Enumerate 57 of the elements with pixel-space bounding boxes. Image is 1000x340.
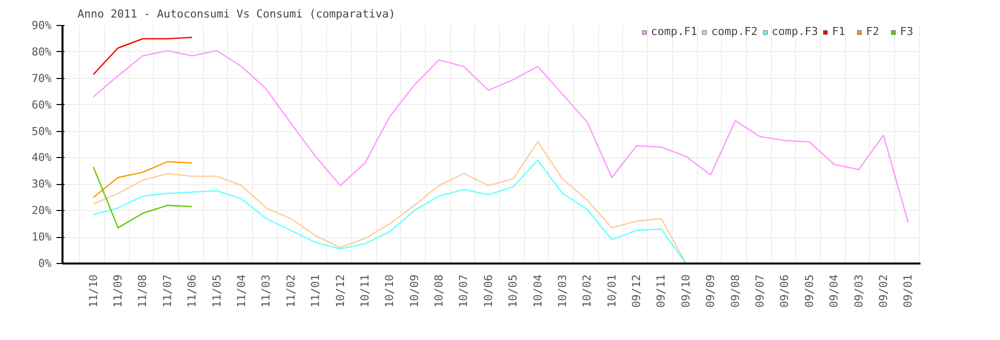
chart-title: Anno 2011 - Autoconsumi Vs Consumi (comparativa) [78, 8, 396, 20]
legend-label: F1 [832, 25, 846, 38]
y-tick-label: 20% [32, 204, 52, 218]
x-tick-label: 10/09 [408, 274, 421, 308]
x-tick-label: 11/05 [210, 274, 224, 308]
x-tick-label: 09/01 [902, 274, 915, 308]
x-tick-label: 11/06 [186, 274, 199, 308]
line-series [92, 36, 193, 76]
x-tick-label: 10/03 [556, 274, 569, 308]
x-tick-label: 10/07 [457, 274, 470, 308]
x-tick-label: 10/06 [482, 274, 495, 308]
x-tick-label: 09/05 [802, 274, 816, 308]
y-tick-label: 60% [32, 98, 52, 112]
y-tick-label: 30% [32, 178, 52, 191]
legend-label: F3 [900, 25, 914, 38]
y-tick-label: 50% [32, 124, 52, 138]
x-tick-label: 11/01 [309, 274, 322, 308]
x-tick-label: 10/11 [358, 274, 372, 308]
x-tick-label: 11/02 [284, 274, 298, 308]
x-tick-label: 11/03 [260, 274, 273, 308]
x-tick-label: 10/02 [580, 274, 594, 308]
x-tick-label: 11/07 [160, 274, 174, 308]
x-tick-label: 10/12 [334, 274, 347, 308]
line-series [92, 166, 193, 228]
x-tick-label: 10/10 [383, 274, 396, 308]
x-tick-label: 10/08 [432, 274, 446, 308]
x-tick-label: 09/08 [728, 274, 742, 308]
y-tick-label: 80% [32, 45, 52, 58]
x-tick-label: 11/10 [86, 274, 100, 308]
x-tick-label: 09/04 [828, 274, 841, 308]
legend-label: comp.F2 [711, 25, 758, 38]
y-tick-label: 10% [32, 230, 52, 244]
line-series [92, 160, 687, 264]
x-tick-label: 11/08 [136, 274, 150, 308]
x-tick-label: 09/02 [876, 274, 890, 308]
y-tick-label: 70% [32, 72, 52, 85]
x-tick-label: 11/09 [112, 274, 125, 308]
x-tick-label: 09/12 [630, 274, 644, 308]
legend-label: comp.F3 [772, 25, 818, 38]
x-tick-label: 09/03 [852, 274, 866, 308]
line-series [92, 141, 687, 264]
y-tick-label: 40% [32, 151, 52, 164]
x-tick-label: 09/11 [654, 274, 668, 308]
y-tick-label: 0% [38, 257, 52, 270]
x-tick-label: 09/07 [754, 274, 767, 308]
x-tick-label: 10/04 [531, 274, 544, 308]
line-series [92, 161, 193, 198]
legend-label: F2 [866, 25, 880, 38]
x-tick-label: 10/01 [605, 274, 618, 308]
x-tick-label: 10/05 [506, 274, 520, 308]
x-tick-label: 09/09 [704, 274, 718, 308]
x-tick-label: 11/04 [235, 274, 248, 308]
line-series [92, 50, 909, 224]
x-tick-label: 09/06 [778, 274, 792, 308]
y-tick-label: 90% [32, 19, 52, 32]
legend-label: comp.F1 [650, 25, 698, 38]
x-tick-label: 09/10 [679, 274, 692, 308]
